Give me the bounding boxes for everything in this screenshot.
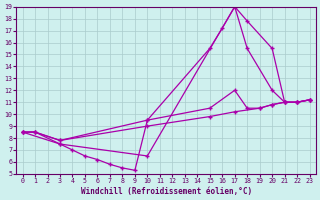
X-axis label: Windchill (Refroidissement éolien,°C): Windchill (Refroidissement éolien,°C) [81, 187, 252, 196]
